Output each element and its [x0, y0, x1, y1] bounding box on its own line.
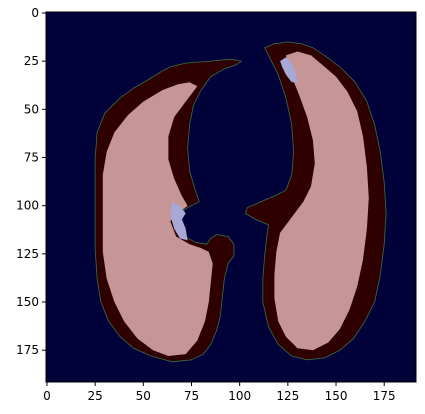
x-tick-label: 125: [276, 389, 299, 403]
axes-frame: [45, 11, 417, 383]
x-tick-label: 25: [88, 389, 103, 403]
y-tick-label: 50: [24, 102, 39, 116]
y-tick-label: 175: [16, 343, 39, 357]
x-tick-label: 50: [136, 389, 151, 403]
y-tick-label: 0: [31, 6, 39, 20]
x-tick-label: 150: [325, 389, 348, 403]
left-lung-inner-region: [102, 82, 213, 357]
y-tick-label: 150: [16, 295, 39, 309]
x-tick-label: 0: [43, 389, 51, 403]
x-tick-label: 75: [184, 389, 199, 403]
x-axis: 0 25 50 75 100 125 150 175: [43, 382, 396, 403]
y-tick-label: 75: [24, 150, 39, 164]
left-lung-highlight-region: [170, 201, 188, 241]
plot-area: [45, 11, 417, 383]
right-lung-highlight-region: [280, 57, 298, 83]
x-tick-label: 100: [228, 389, 251, 403]
y-axis: 0 25 50 75 100 125 150 175: [16, 6, 46, 357]
regions-layer: [94, 41, 387, 363]
x-tick-label: 175: [373, 389, 396, 403]
y-tick-label: 25: [24, 54, 39, 68]
y-tick-label: 100: [16, 199, 39, 213]
right-lung-inner-region: [274, 51, 369, 351]
y-tick-label: 125: [16, 247, 39, 261]
